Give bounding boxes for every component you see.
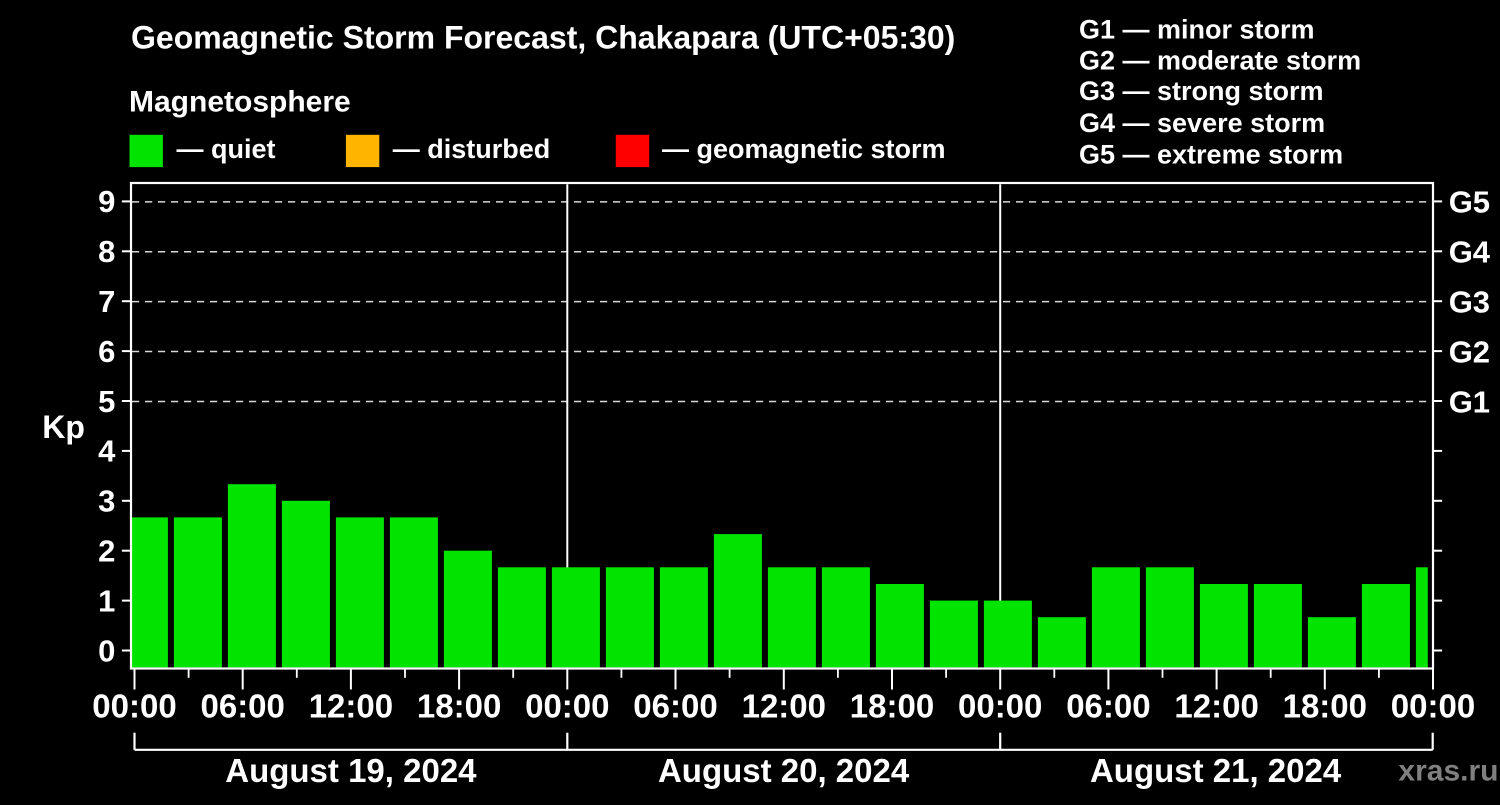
svg-text:3: 3 — [98, 484, 115, 519]
svg-text:G3 — strong storm: G3 — strong storm — [1079, 76, 1324, 106]
svg-text:Geomagnetic Storm Forecast, Ch: Geomagnetic Storm Forecast, Chakapara (U… — [131, 19, 955, 55]
svg-text:G5: G5 — [1449, 185, 1490, 220]
svg-text:G4: G4 — [1449, 235, 1491, 270]
svg-text:G5 — extreme storm: G5 — extreme storm — [1079, 140, 1343, 170]
svg-text:9: 9 — [98, 184, 115, 219]
svg-text:06:00: 06:00 — [200, 688, 284, 725]
svg-text:August 19, 2024: August 19, 2024 — [225, 752, 477, 789]
svg-text:18:00: 18:00 — [850, 688, 934, 725]
svg-text:G3: G3 — [1449, 285, 1490, 320]
svg-text:00:00: 00:00 — [958, 688, 1042, 725]
svg-text:xras.ru: xras.ru — [1398, 755, 1498, 788]
svg-text:G1: G1 — [1449, 384, 1490, 419]
svg-text:1: 1 — [98, 583, 115, 618]
svg-text:G2 — moderate storm: G2 — moderate storm — [1079, 45, 1361, 75]
svg-text:— quiet: — quiet — [177, 134, 276, 164]
svg-text:6: 6 — [98, 334, 115, 369]
svg-text:— disturbed: — disturbed — [393, 134, 551, 164]
svg-text:12:00: 12:00 — [742, 688, 826, 725]
svg-text:August 21, 2024: August 21, 2024 — [1090, 752, 1342, 789]
svg-text:8: 8 — [98, 234, 115, 269]
svg-text:18:00: 18:00 — [1283, 688, 1367, 725]
svg-text:0: 0 — [98, 633, 115, 668]
svg-text:G4 — severe storm: G4 — severe storm — [1079, 108, 1325, 138]
svg-text:Magnetosphere: Magnetosphere — [129, 85, 351, 118]
svg-text:Kp: Kp — [42, 409, 85, 445]
svg-text:00:00: 00:00 — [525, 688, 609, 725]
svg-text:12:00: 12:00 — [1174, 688, 1258, 725]
svg-text:18:00: 18:00 — [417, 688, 501, 725]
svg-text:5: 5 — [98, 384, 115, 419]
svg-text:12:00: 12:00 — [309, 688, 393, 725]
svg-text:August 20, 2024: August 20, 2024 — [658, 752, 910, 789]
svg-text:4: 4 — [98, 434, 116, 469]
svg-text:00:00: 00:00 — [1391, 688, 1475, 725]
svg-text:— geomagnetic storm: — geomagnetic storm — [662, 134, 946, 164]
svg-text:06:00: 06:00 — [633, 688, 717, 725]
svg-text:G1 — minor storm: G1 — minor storm — [1079, 15, 1315, 45]
svg-text:00:00: 00:00 — [92, 688, 176, 725]
svg-text:G2: G2 — [1449, 334, 1490, 369]
svg-text:7: 7 — [98, 284, 115, 319]
svg-text:2: 2 — [98, 534, 115, 569]
svg-text:06:00: 06:00 — [1066, 688, 1150, 725]
